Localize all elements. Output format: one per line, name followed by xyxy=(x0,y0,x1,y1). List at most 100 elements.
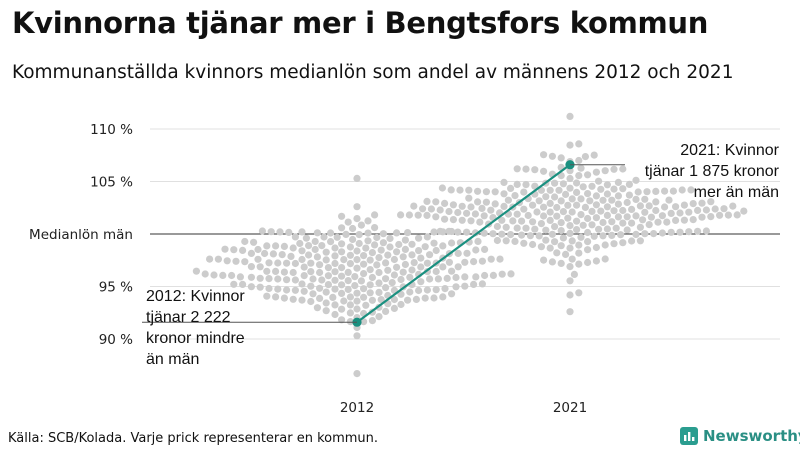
annotation-2021-line: mer än män xyxy=(694,184,779,201)
dot-2021 xyxy=(529,201,537,209)
dot-2021 xyxy=(559,208,568,216)
dot-2021 xyxy=(617,231,625,239)
dot-2021 xyxy=(551,179,559,187)
dot-2021 xyxy=(489,230,497,238)
dot-2012 xyxy=(375,279,383,287)
dot-2021 xyxy=(694,227,702,235)
dot-2021 xyxy=(740,207,748,215)
dot-2012 xyxy=(280,242,288,250)
dot-2021 xyxy=(724,211,733,219)
dot-2021 xyxy=(564,201,572,209)
dot-2012 xyxy=(408,240,416,248)
dot-2021 xyxy=(553,203,561,212)
dot-2012 xyxy=(298,247,306,255)
dot-2021 xyxy=(603,211,612,219)
dot-2021 xyxy=(652,198,660,206)
dot-2021 xyxy=(513,165,521,173)
dot-2021 xyxy=(584,246,592,254)
dot-2021 xyxy=(592,201,601,209)
dot-2012 xyxy=(401,245,409,253)
dot-2012 xyxy=(322,307,330,315)
dot-2021 xyxy=(551,223,559,231)
dot-2012 xyxy=(353,332,361,340)
dot-2021 xyxy=(570,270,579,278)
dot-2012 xyxy=(487,255,495,263)
dot-2021 xyxy=(524,211,532,220)
dot-2012 xyxy=(401,260,409,269)
dot-2021 xyxy=(597,185,605,193)
y-axis-ticks: 90 % 95 % Medianlön män 105 % 110 % xyxy=(29,122,133,348)
x-axis-ticks: 2012 2021 xyxy=(340,400,587,416)
dot-2021 xyxy=(614,192,623,200)
dot-2021 xyxy=(577,233,585,241)
dot-2012 xyxy=(331,301,339,309)
dot-2012 xyxy=(489,271,497,279)
dot-2012 xyxy=(412,295,420,303)
x-tick-label: 2012 xyxy=(340,400,374,416)
dot-2012 xyxy=(338,248,346,256)
dot-2012 xyxy=(360,252,368,260)
dot-2012 xyxy=(417,254,425,262)
dot-2021 xyxy=(557,154,565,162)
dot-2012 xyxy=(331,252,339,260)
dot-2021 xyxy=(619,239,627,247)
dot-2012 xyxy=(404,296,412,304)
dot-2012 xyxy=(300,263,308,271)
dot-2021 xyxy=(566,263,574,271)
dot-2021 xyxy=(667,228,675,236)
dot-2021 xyxy=(463,209,471,217)
dot-2021 xyxy=(480,212,488,220)
dot-2012 xyxy=(461,282,469,290)
dot-2012 xyxy=(430,294,438,302)
dot-2012 xyxy=(470,258,478,266)
dot-2021 xyxy=(669,187,678,195)
dot-2021 xyxy=(716,211,724,219)
dot-2012 xyxy=(355,231,363,239)
dot-2012 xyxy=(397,275,405,284)
dot-2021 xyxy=(575,172,583,180)
dot-2021 xyxy=(520,205,528,213)
dot-2021 xyxy=(427,205,435,213)
dot-2021 xyxy=(625,180,634,188)
dot-2021 xyxy=(590,151,598,159)
dot-2012 xyxy=(377,296,385,304)
dot-2012 xyxy=(415,234,423,242)
dot-2012 xyxy=(318,276,326,284)
dot-2012 xyxy=(298,255,306,264)
dot-2021 xyxy=(584,214,592,223)
dot-2021 xyxy=(663,218,671,226)
dot-2012 xyxy=(256,283,264,291)
dot-2021 xyxy=(685,228,693,236)
dot-2021 xyxy=(641,195,649,203)
dot-2021 xyxy=(562,190,570,198)
dot-2012 xyxy=(344,268,352,276)
dot-2021 xyxy=(476,218,484,226)
dot-2021 xyxy=(500,190,508,198)
dot-2021 xyxy=(546,186,554,194)
dot-2021 xyxy=(566,291,574,299)
dot-2012 xyxy=(346,309,354,317)
dot-2012 xyxy=(353,297,361,305)
dot-2021 xyxy=(520,239,528,247)
dot-2021 xyxy=(592,214,601,222)
dot-2012 xyxy=(261,249,269,258)
dot-2012 xyxy=(331,244,339,252)
newsworthy-icon xyxy=(680,427,698,445)
dot-2021 xyxy=(458,202,466,210)
dot-2012 xyxy=(507,270,515,278)
dot-2012 xyxy=(283,276,291,284)
dot-2021 xyxy=(551,193,559,201)
dot-2012 xyxy=(327,229,335,237)
dot-2021 xyxy=(419,205,427,213)
dot-2012 xyxy=(399,253,407,261)
dot-2021 xyxy=(445,207,453,216)
dot-2012 xyxy=(441,285,449,293)
dot-2012 xyxy=(395,240,403,249)
dot-2012 xyxy=(426,275,434,283)
dot-2012 xyxy=(452,283,460,291)
dot-2021 xyxy=(645,221,653,229)
dot-2012 xyxy=(368,249,376,257)
dot-2021 xyxy=(535,197,543,205)
dot-2021 xyxy=(533,208,541,216)
dot-2021 xyxy=(502,223,510,231)
